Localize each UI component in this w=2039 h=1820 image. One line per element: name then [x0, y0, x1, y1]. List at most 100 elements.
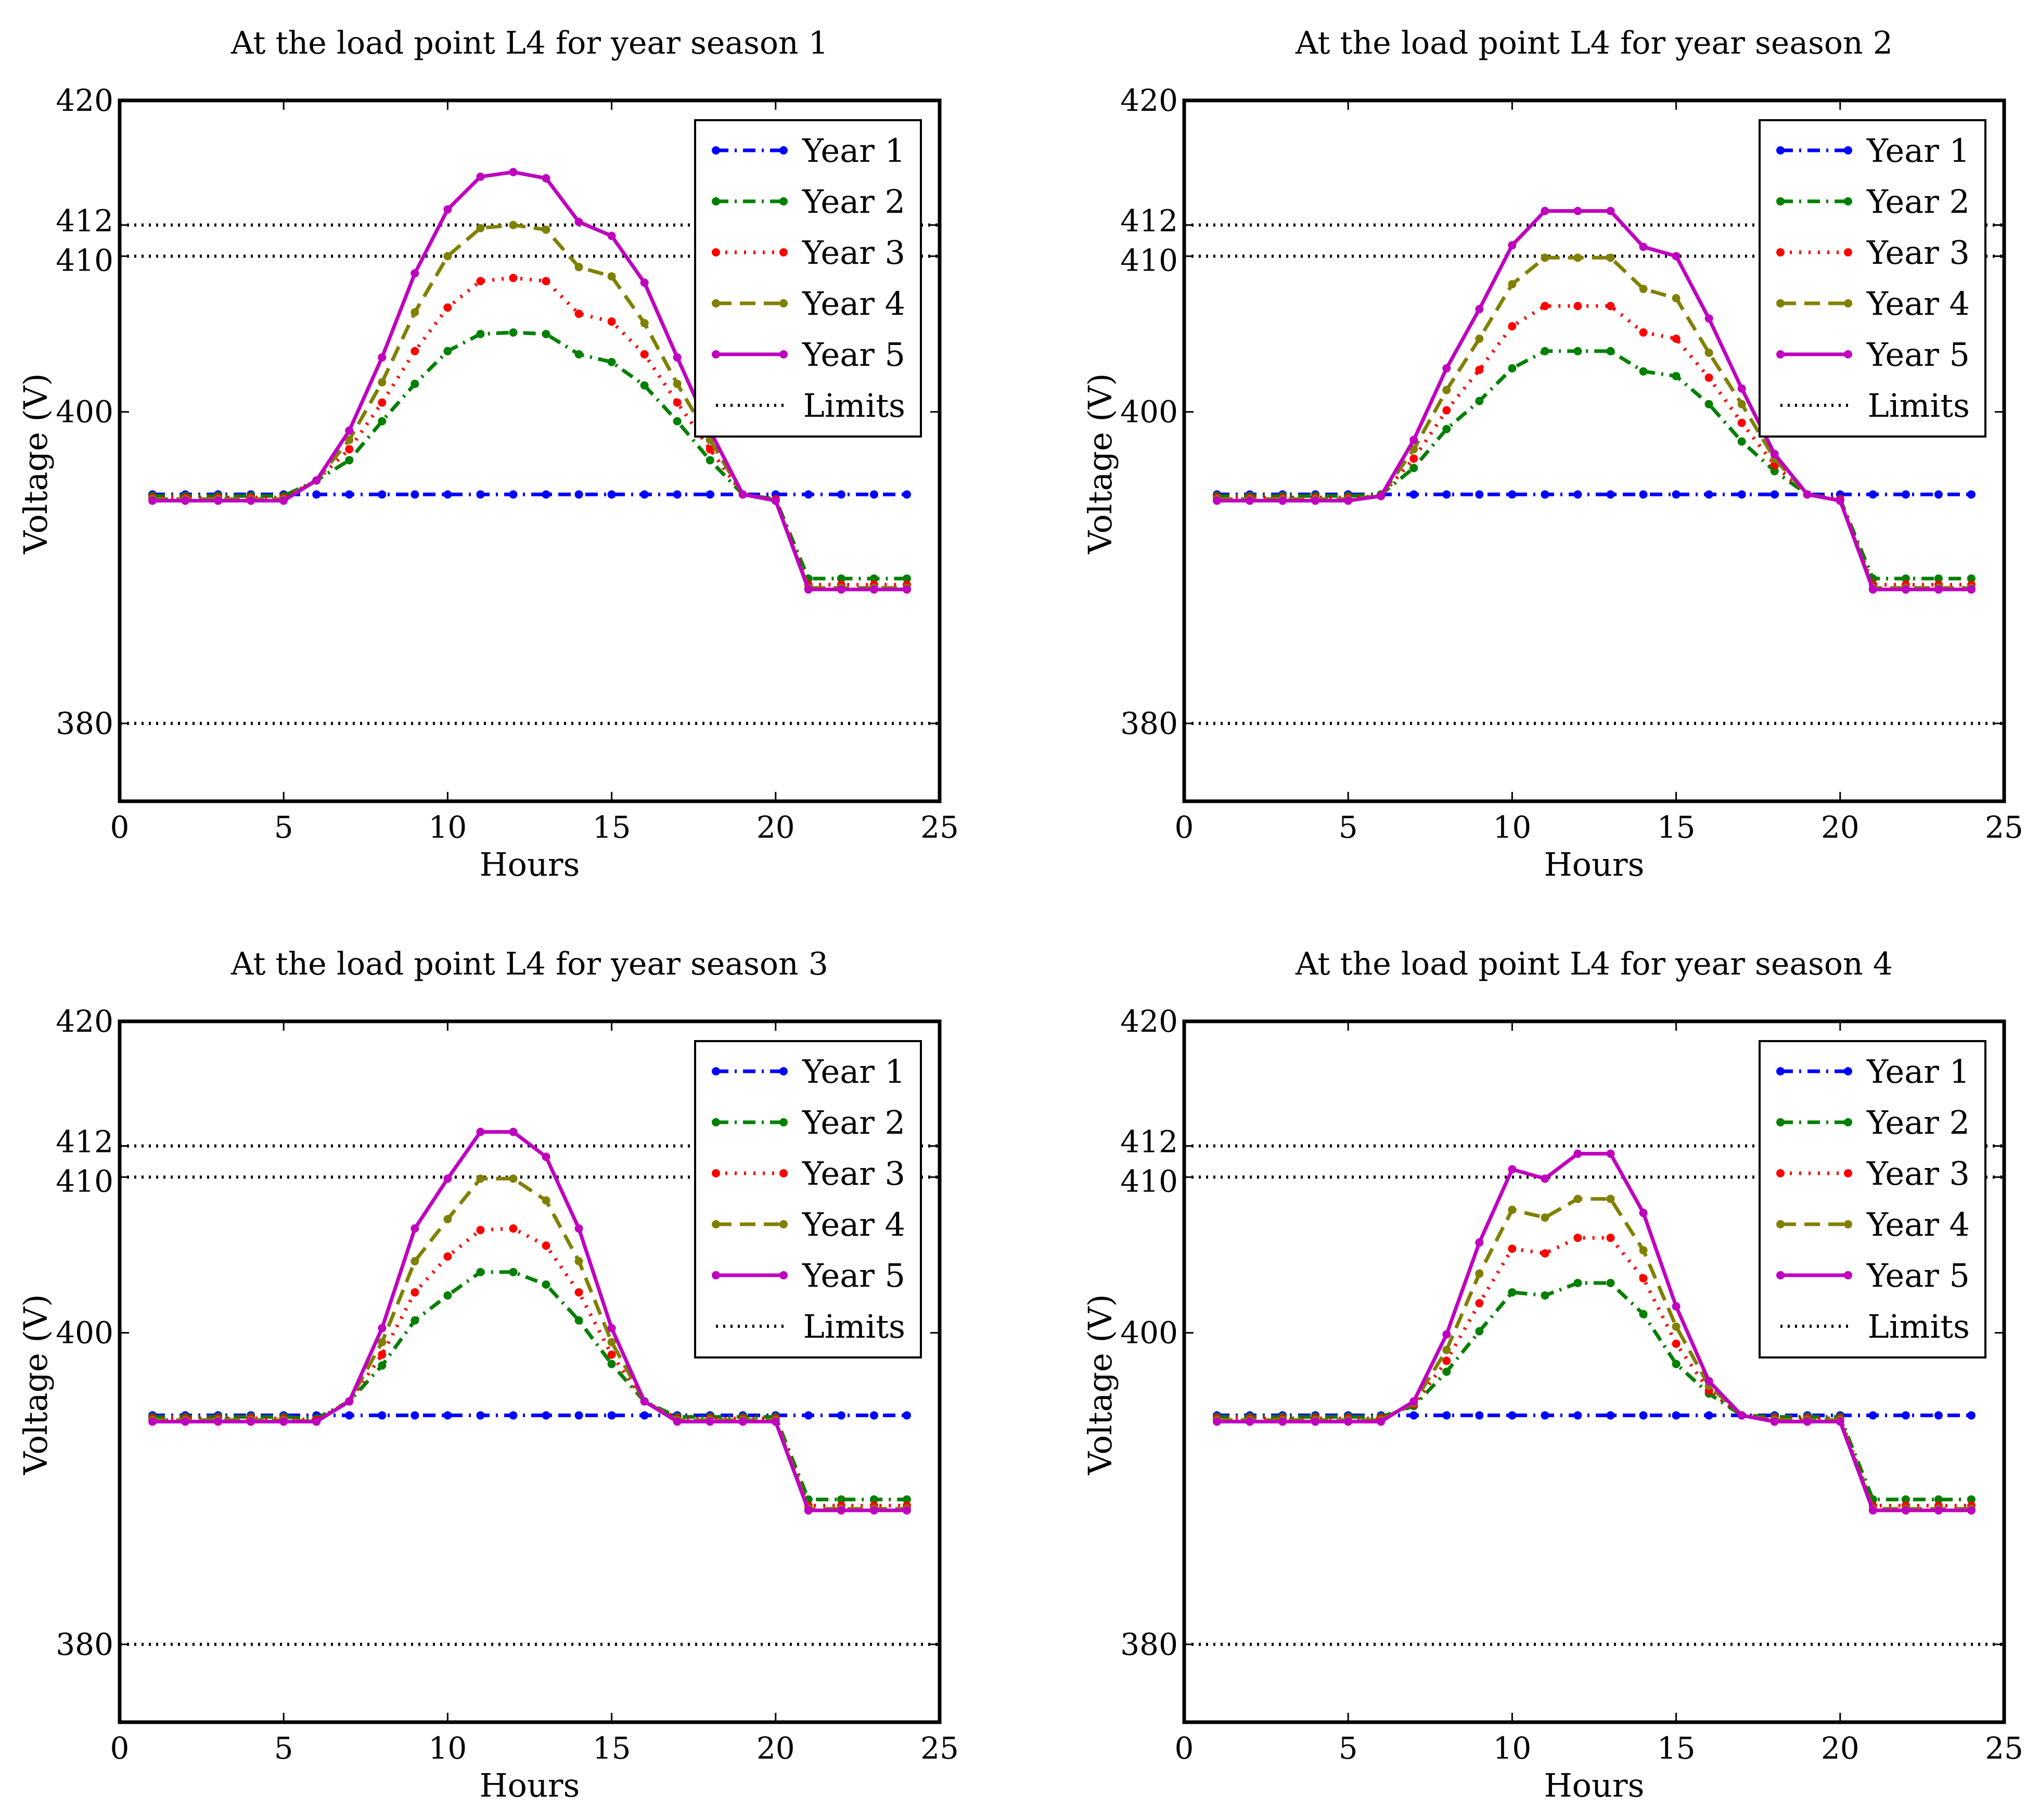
- data-point: [1606, 490, 1615, 499]
- data-point: [1409, 454, 1418, 463]
- data-point: [1475, 365, 1484, 374]
- data-point: [476, 490, 485, 499]
- data-point: [1409, 464, 1418, 472]
- legend-label: Year 4: [1866, 1206, 1970, 1244]
- legend-marker: [1776, 1220, 1785, 1228]
- data-point: [378, 1324, 387, 1332]
- x-tick-label: 15: [593, 1731, 631, 1766]
- data-point: [607, 272, 616, 281]
- data-point: [574, 1257, 583, 1265]
- y-tick-label: 380: [56, 1626, 113, 1662]
- data-point: [345, 445, 354, 454]
- legend-marker: [779, 1118, 788, 1126]
- data-point: [312, 476, 321, 485]
- data-point: [1508, 490, 1517, 499]
- data-point: [1344, 496, 1353, 505]
- legend-label: Year 1: [1866, 132, 1970, 170]
- legend-label: Year 1: [802, 132, 905, 170]
- data-point: [1901, 585, 1910, 594]
- legend-label: Limits: [803, 387, 905, 425]
- data-point: [1606, 1149, 1615, 1158]
- data-point: [1934, 1495, 1943, 1504]
- x-tick-label: 5: [1339, 1731, 1358, 1766]
- data-point: [509, 328, 518, 337]
- legend-marker: [779, 1067, 788, 1075]
- legend-marker: [779, 1169, 788, 1177]
- data-point: [1672, 490, 1681, 499]
- data-point: [411, 1411, 419, 1420]
- legend: Year 1 Year 2 Year 3 Year 4 Year 5 Limits: [694, 119, 922, 438]
- legend-marker: [1844, 197, 1852, 206]
- legend-label: Year 1: [1866, 1053, 1970, 1091]
- data-point: [1967, 1506, 1976, 1515]
- data-point: [1541, 1174, 1549, 1183]
- data-point: [1475, 1299, 1484, 1308]
- data-point: [443, 1252, 452, 1261]
- data-point: [1639, 328, 1648, 337]
- data-point: [443, 1411, 452, 1420]
- data-point: [1770, 490, 1779, 499]
- data-point: [1737, 418, 1746, 427]
- data-point: [247, 1417, 255, 1426]
- data-point: [902, 1411, 911, 1420]
- data-point: [1409, 435, 1418, 444]
- data-point: [706, 490, 714, 499]
- legend-marker: [712, 350, 720, 358]
- data-point: [509, 168, 518, 176]
- legend: Year 1 Year 2 Year 3 Year 4 Year 5 Limits: [1759, 1040, 1986, 1358]
- data-point: [345, 1411, 354, 1420]
- data-point: [804, 1411, 813, 1420]
- legend-marker: [1844, 248, 1852, 257]
- panel-1: At the load point L4 for year season 1 H…: [17, 25, 959, 883]
- legend-label: Year 5: [1866, 336, 1970, 374]
- data-point: [607, 1411, 616, 1420]
- data-point: [542, 1241, 550, 1250]
- data-point: [1639, 1246, 1648, 1255]
- legend-marker: [1844, 350, 1852, 358]
- data-point: [1573, 490, 1582, 499]
- data-point: [1672, 1411, 1681, 1420]
- legend-marker: [712, 197, 720, 206]
- data-point: [1442, 406, 1451, 415]
- data-point: [1573, 1195, 1582, 1203]
- data-point: [378, 353, 387, 362]
- data-point: [1967, 1495, 1976, 1504]
- legend-marker: [1844, 1271, 1852, 1279]
- legend-label: Year 3: [1866, 1155, 1970, 1193]
- panel-title: At the load point L4 for year season 1: [230, 25, 828, 61]
- legend-label: Year 2: [1866, 1104, 1970, 1142]
- y-tick-label: 410: [1120, 1163, 1178, 1199]
- data-point: [1606, 347, 1615, 355]
- data-point: [1508, 364, 1517, 373]
- data-point: [411, 1224, 419, 1233]
- data-point: [509, 1174, 518, 1183]
- data-point: [443, 1215, 452, 1224]
- data-point: [673, 379, 682, 388]
- y-tick-label: 412: [1120, 203, 1178, 238]
- data-point: [378, 398, 387, 407]
- y-tick-label: 420: [56, 1004, 113, 1039]
- y-tick-label: 412: [56, 1124, 113, 1159]
- x-tick-label: 5: [274, 810, 293, 845]
- legend-label: Year 2: [802, 1104, 905, 1142]
- data-point: [1934, 1506, 1943, 1515]
- data-point: [1672, 334, 1681, 343]
- data-point: [312, 490, 321, 499]
- data-point: [1836, 496, 1844, 505]
- x-tick-label: 10: [428, 810, 467, 845]
- data-point: [640, 278, 649, 287]
- data-point: [411, 308, 419, 317]
- data-point: [1737, 1411, 1746, 1420]
- data-point: [542, 174, 550, 183]
- data-point: [542, 1196, 550, 1205]
- data-point: [476, 277, 485, 286]
- data-point: [869, 1495, 878, 1504]
- x-tick-label: 25: [1985, 810, 2023, 845]
- legend-marker: [712, 146, 720, 155]
- data-point: [1639, 242, 1648, 251]
- data-point: [1541, 347, 1549, 355]
- data-point: [869, 1411, 878, 1420]
- data-point: [509, 274, 518, 283]
- data-point: [1934, 574, 1943, 583]
